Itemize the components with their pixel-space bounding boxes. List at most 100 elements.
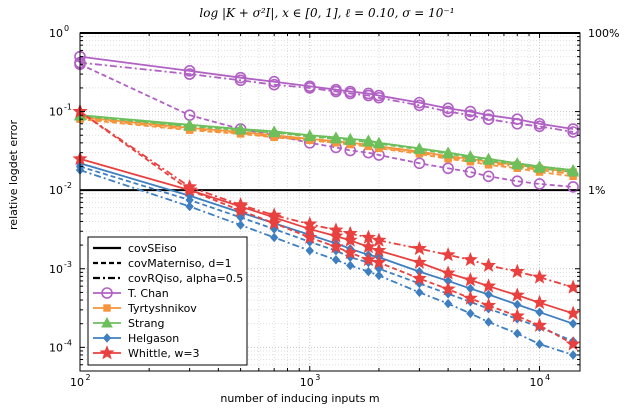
series-helgason-dashdot <box>75 165 578 360</box>
data-point <box>513 328 522 339</box>
data-point <box>440 247 456 262</box>
data-point <box>360 238 376 254</box>
data-point <box>371 242 387 258</box>
data-point <box>303 82 316 94</box>
data-point <box>373 91 385 104</box>
data-point <box>236 220 245 230</box>
data-point <box>442 146 454 158</box>
data-point <box>442 162 454 175</box>
reference-line-label: 1% <box>588 184 605 197</box>
data-point <box>482 109 495 121</box>
data-point <box>183 65 196 77</box>
data-point <box>464 166 477 178</box>
series-t-chan-dashdot <box>74 56 579 138</box>
legend-label: covMaterniso, d=1 <box>128 257 232 270</box>
data-point <box>374 270 384 281</box>
data-point <box>443 298 453 309</box>
data-point <box>532 317 548 332</box>
series-line <box>79 114 574 172</box>
y-tick-label: 10 <box>49 184 63 197</box>
y-tick-exponent: 0 <box>64 24 69 33</box>
data-point <box>413 157 426 170</box>
ticks: 10 2 10 3 10 410 010 -110 -210 -310 -4 <box>49 24 580 389</box>
data-point <box>565 336 581 351</box>
data-point <box>567 164 579 175</box>
y-tick-exponent: -1 <box>64 103 72 112</box>
data-point <box>411 270 427 285</box>
series-line <box>79 115 574 173</box>
legend-marker <box>103 304 111 312</box>
data-point <box>266 215 282 230</box>
data-point <box>266 207 282 222</box>
y-tick-exponent: -3 <box>64 260 72 269</box>
series-line <box>79 165 574 342</box>
data-point <box>302 229 318 244</box>
data-point <box>533 160 546 172</box>
data-point <box>183 68 196 80</box>
series-line <box>79 169 574 356</box>
y-tick-label: 10 <box>49 106 63 119</box>
series-line <box>79 118 574 178</box>
data-point <box>482 170 495 183</box>
data-point <box>268 78 280 91</box>
legend-marker <box>102 333 112 343</box>
data-point <box>234 123 247 135</box>
y-axis-label: relative logdet error <box>7 120 20 230</box>
data-point <box>373 136 385 148</box>
data-point <box>270 232 279 243</box>
data-point <box>532 294 548 310</box>
data-point <box>462 251 478 267</box>
data-point <box>481 297 497 312</box>
data-point <box>533 178 546 190</box>
legend-box <box>87 236 248 366</box>
y-tick-exponent: -4 <box>64 338 72 347</box>
data-point <box>234 74 247 87</box>
data-point <box>305 245 314 256</box>
series-strang-dashdot <box>74 109 579 175</box>
legend-label: Strang <box>128 317 165 330</box>
data-point <box>360 229 376 244</box>
data-point <box>371 232 387 247</box>
data-point <box>268 125 281 137</box>
data-point <box>462 290 478 305</box>
grid <box>79 32 580 372</box>
legend-marker <box>101 287 113 299</box>
data-point <box>509 287 525 302</box>
data-point <box>342 225 358 240</box>
x-tick-label: 10 <box>300 376 314 389</box>
data-point <box>511 117 524 130</box>
data-point <box>330 132 342 143</box>
data-point <box>328 228 344 243</box>
data-point <box>464 109 477 121</box>
data-point <box>182 179 198 194</box>
legend-label: Whittle, w=3 <box>128 347 200 360</box>
data-point <box>533 120 546 133</box>
x-tick-label: 10 <box>530 376 544 389</box>
legend-marker <box>99 345 115 360</box>
x-tick-label: 10 <box>70 376 84 389</box>
data-point <box>302 216 318 231</box>
y-tick-label: 10 <box>49 263 63 276</box>
data-point <box>183 119 196 131</box>
data-point <box>482 152 495 164</box>
data-point <box>567 181 579 193</box>
data-point <box>509 263 525 278</box>
data-point <box>535 339 544 349</box>
data-point <box>344 133 357 145</box>
data-point <box>185 201 194 212</box>
data-point <box>342 244 358 260</box>
data-point <box>568 318 578 329</box>
data-point <box>415 287 424 298</box>
data-point <box>362 89 375 102</box>
data-point <box>330 85 342 98</box>
data-point <box>565 305 581 320</box>
data-point <box>364 266 373 277</box>
data-point <box>344 87 357 100</box>
data-point <box>442 105 454 118</box>
data-point <box>362 135 375 146</box>
data-point <box>481 278 497 293</box>
data-point <box>342 232 358 247</box>
x-tick-exponent: 3 <box>315 373 320 382</box>
data-point <box>233 196 249 212</box>
